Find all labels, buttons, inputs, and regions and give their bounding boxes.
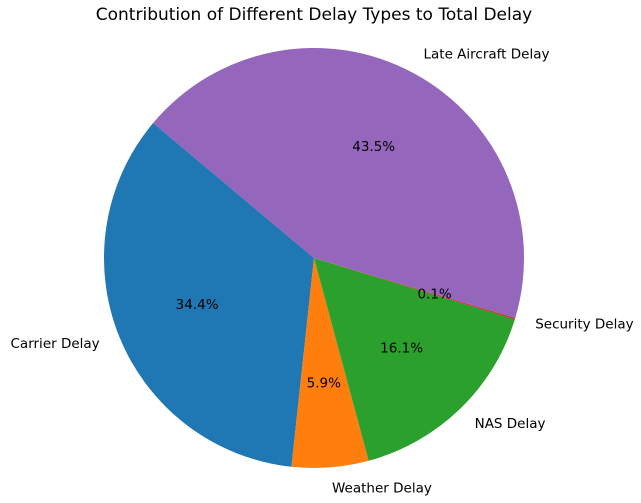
- label-late-aircraft-delay: Late Aircraft Delay: [424, 47, 550, 63]
- label-nas-delay: NAS Delay: [475, 416, 546, 432]
- slice-late-aircraft-delay: [153, 47, 525, 318]
- label-security-delay: Security Delay: [535, 317, 633, 333]
- pct-late-aircraft-delay: 43.5%: [352, 139, 395, 155]
- chart-title: Contribution of Different Delay Types to…: [96, 5, 532, 25]
- pie-slices: [103, 47, 525, 469]
- pct-nas-delay: 16.1%: [380, 341, 423, 357]
- slice-security-delay: [314, 258, 516, 320]
- pct-security-delay: 0.1%: [417, 286, 451, 302]
- pct-carrier-delay: 34.4%: [176, 297, 219, 313]
- slice-carrier-delay: [103, 123, 314, 467]
- pct-weather-delay: 5.9%: [307, 376, 341, 392]
- slice-weather-delay: [291, 258, 369, 469]
- label-carrier-delay: Carrier Delay: [11, 336, 100, 352]
- label-weather-delay: Weather Delay: [332, 480, 432, 496]
- slice-nas-delay: [314, 258, 515, 461]
- pie-labels: Carrier Delay 34.4% Weather Delay 5.9% NAS D…: [11, 47, 634, 497]
